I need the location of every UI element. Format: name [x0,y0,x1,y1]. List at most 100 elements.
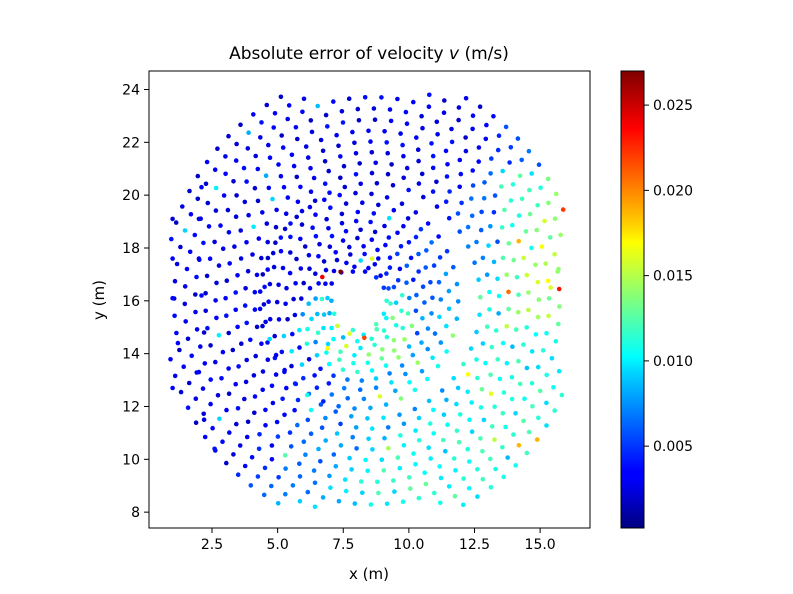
data-point [399,201,405,206]
data-point [419,340,424,345]
data-point [545,176,551,182]
data-point [189,353,194,359]
data-point [309,316,314,322]
data-point [225,207,231,213]
data-point [328,485,333,491]
data-point [540,348,546,353]
data-point [356,118,362,123]
data-point [466,486,472,491]
data-point [175,340,181,346]
data-point [452,493,458,499]
data-point [353,425,359,430]
data-point [248,337,253,343]
x-tick-label: 15.0 [525,537,556,553]
data-point [476,159,482,164]
data-point [220,349,226,355]
data-point [411,99,416,105]
data-point [214,315,219,321]
data-point [285,317,290,322]
data-point [253,153,258,159]
data-point [258,135,263,140]
data-point [536,162,542,167]
data-point [538,185,543,191]
data-point [329,298,334,304]
data-point [499,184,504,189]
data-point [331,373,336,379]
data-point [299,222,305,227]
data-point [516,238,521,244]
data-point [476,145,482,150]
data-point [266,185,272,191]
data-point [300,312,306,317]
data-point [402,337,407,342]
data-point [316,281,321,286]
data-point [513,327,519,332]
data-point [265,239,271,245]
data-point [170,295,175,301]
data-point [219,376,224,381]
data-point [195,196,201,202]
data-point [535,364,541,370]
data-point [298,236,303,242]
colorbar-tick-label: 0.005 [653,439,693,455]
data-point [429,141,434,146]
data-point [320,274,325,280]
data-point [253,353,258,359]
data-point [495,357,501,362]
data-point [341,163,347,169]
data-point [203,291,208,296]
data-point [245,146,251,151]
data-point [514,274,520,280]
data-point [461,361,466,367]
data-point [357,387,363,393]
data-point [323,415,328,421]
data-point [358,345,363,351]
data-point [201,330,207,335]
data-point [516,443,522,448]
data-point [468,346,474,351]
data-point [353,190,358,196]
data-point [511,432,516,437]
axes-frame [148,70,591,529]
data-point [203,181,209,187]
data-point [544,331,549,336]
data-point [283,211,289,216]
data-point [409,323,415,329]
data-point [368,502,374,507]
data-point [430,295,435,301]
data-point [419,368,425,374]
data-point [416,495,422,501]
data-point [220,246,226,251]
data-point [347,331,352,336]
data-point [537,388,543,394]
data-point [503,424,508,430]
data-point [312,504,318,510]
data-point [323,281,328,287]
data-point [266,142,271,148]
data-point [327,473,332,479]
colorbar [620,70,645,529]
data-point [347,244,352,250]
data-point [169,236,174,242]
data-point [446,215,452,221]
data-point [291,163,297,169]
data-point [497,376,503,382]
data-point [516,213,522,218]
data-point [238,228,243,233]
data-point [515,309,521,315]
data-point [361,244,366,249]
data-point [483,360,488,366]
data-point [199,293,204,298]
data-point [379,356,385,361]
data-point [305,155,311,160]
y-tick-label: 16 [122,294,140,310]
data-point [329,233,335,239]
data-point [254,324,260,330]
x-axis-title: x (m) [349,565,389,583]
data-point [413,462,418,467]
data-point [273,372,279,377]
data-point [287,270,293,276]
data-point [465,244,471,249]
data-point [267,155,273,160]
data-point [474,357,479,362]
